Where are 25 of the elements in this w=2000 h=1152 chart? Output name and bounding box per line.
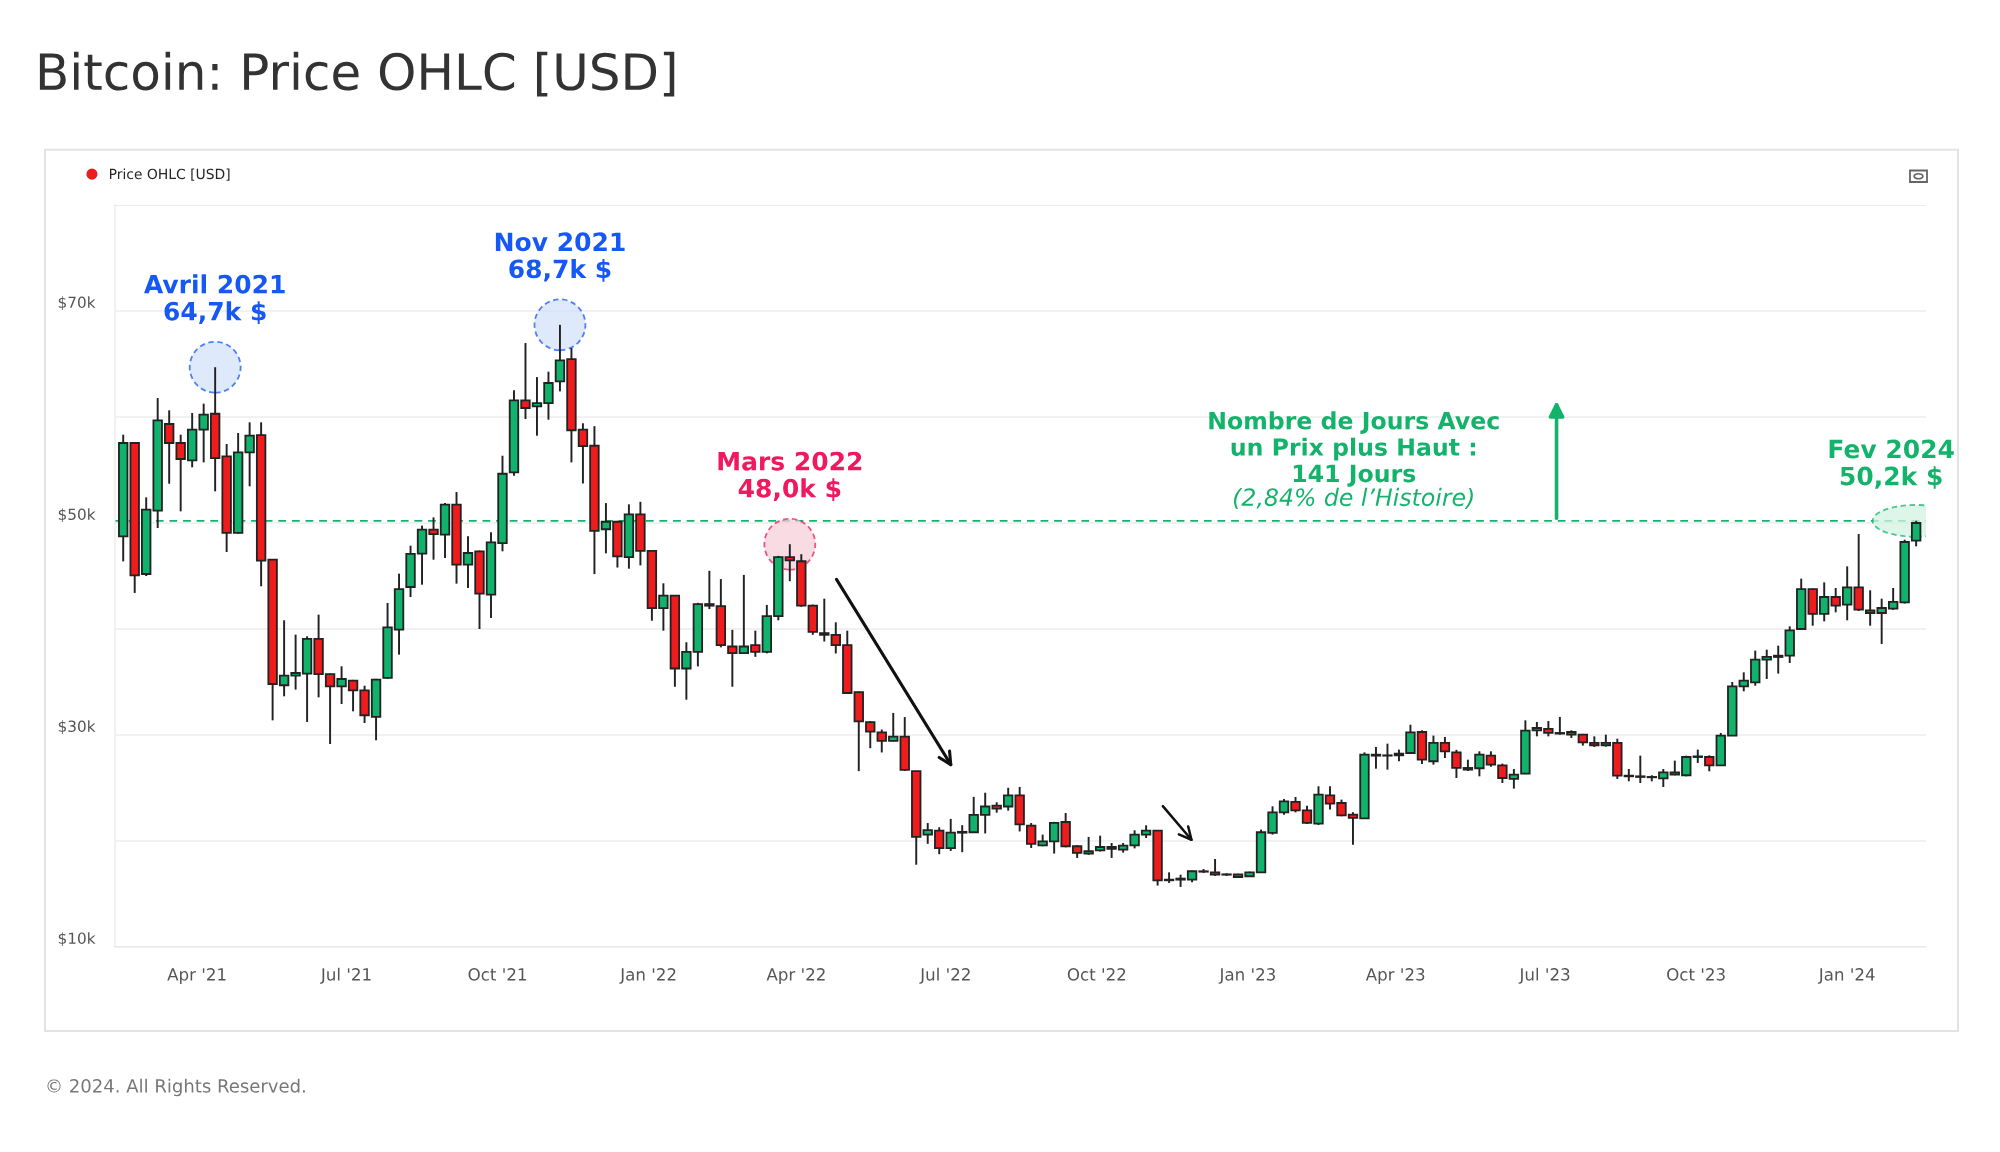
y-tick-label: $30k — [58, 720, 96, 735]
annotation: Avril 2021 64,7k $ — [144, 274, 285, 325]
annotation: Nombre de Jours Avec un Prix plus Haut : 141 Jours — [1209, 411, 1499, 487]
x-tick-label: Jan '22 — [619, 968, 676, 984]
y-tick-label: $50k — [58, 508, 96, 523]
x-tick-label: Apr '22 — [766, 968, 825, 984]
x-tick-label: Jan '23 — [1218, 968, 1275, 984]
annotation: Nov 2021 68,7k $ — [495, 232, 625, 282]
x-tick-label: Jul '22 — [919, 967, 970, 984]
x-tick-label: Oct '23 — [1667, 968, 1725, 981]
annotation: Mars 2022 48,0k $ — [718, 451, 862, 502]
annotation: (2,84% de l’Histoire) — [1233, 487, 1473, 509]
x-tick-label: Jul '23 — [1518, 967, 1570, 984]
chart-title: Bitcoin: Price OHLC [USD] — [39, 51, 675, 97]
x-tick-label: Apr '23 — [1365, 968, 1425, 984]
x-tick-label: Apr '21 — [167, 968, 226, 984]
x-tick-label: Jan '24 — [1817, 968, 1875, 984]
x-tick-label: Jul '21 — [320, 967, 371, 984]
legend-label: Price OHLC [USD] — [109, 168, 230, 181]
y-tick-label: $70k — [58, 296, 96, 311]
text: © 2024. All Rights Reserved. — [47, 1078, 305, 1097]
x-tick-label: Oct '21 — [468, 968, 526, 981]
x-tick-label: Oct '22 — [1067, 968, 1126, 981]
y-tick-label: $10k — [58, 932, 96, 947]
annotation: Fev 2024 50,2k $ — [1829, 439, 1954, 489]
